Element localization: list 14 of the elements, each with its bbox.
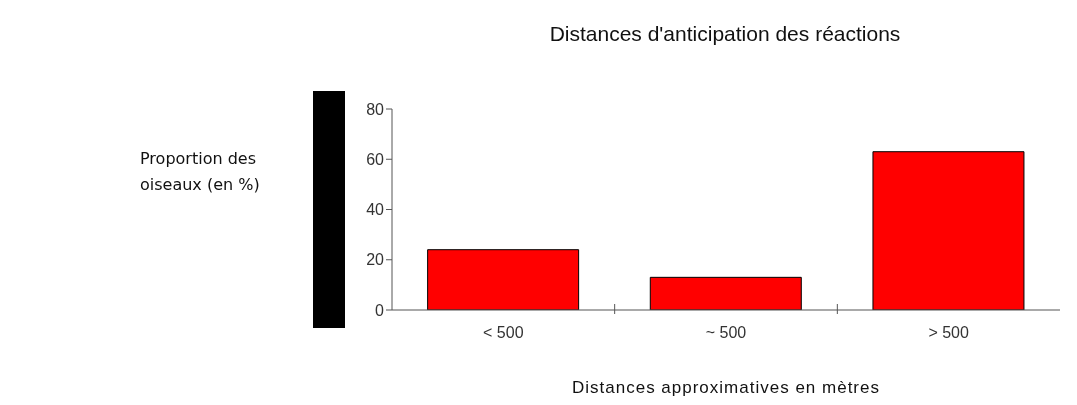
bar [649, 276, 802, 310]
x-tick-label: < 500 [483, 324, 524, 341]
x-tick-label: ~ 500 [705, 324, 747, 341]
y-tick-label: 40 [366, 201, 385, 219]
text: Proportion des oiseaux (en %) [140, 148, 261, 196]
y-tick-label: 20 [366, 251, 385, 269]
x-tick-label: > 500 [928, 324, 970, 341]
bar [872, 151, 1025, 310]
bar [427, 249, 580, 310]
x-axis-title: Distances approximatives en mètres [571, 378, 881, 398]
y-tick-label: 80 [366, 100, 385, 118]
chart-title: Distances d'anticipation des réactions [548, 22, 902, 46]
y-tick-label: 0 [375, 301, 385, 319]
y-tick-label: 60 [366, 150, 385, 168]
